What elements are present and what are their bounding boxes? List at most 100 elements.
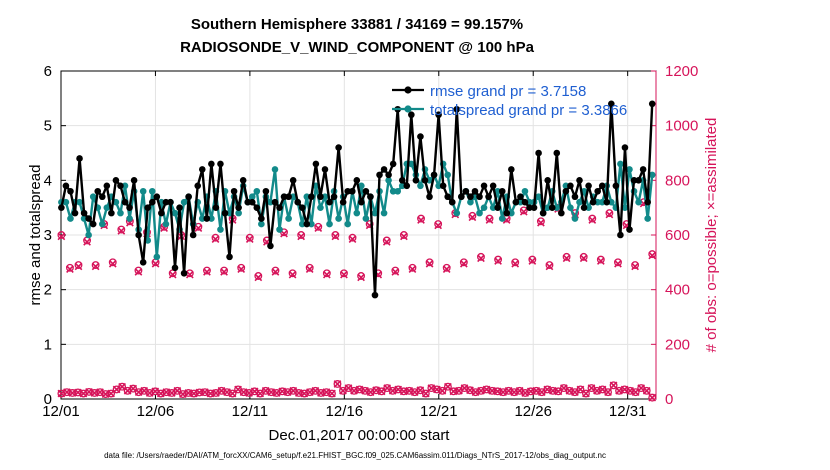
rmse-point [480,182,488,190]
obs-assimilated-marker [459,259,468,268]
obs-low-assimilated-marker [410,388,419,397]
rmse-point [539,209,547,217]
obs-assimilated-marker [562,254,571,263]
obs-assimilated-stroke [331,232,340,241]
obs-assimilated-marker [74,262,83,271]
rmse-point [62,182,70,190]
obs-assimilated-marker [400,232,408,241]
obs-low-assimilated-marker [283,388,292,397]
obs-low-assimilated-marker [499,388,507,397]
rmse-point [408,111,415,119]
obs-assimilated-stroke [305,265,314,274]
y-right-tick-label: 0 [665,391,673,408]
obs-assimilated-marker [545,262,554,271]
obs-low-assimilated-marker [212,389,220,397]
obs-assimilated-marker [134,268,143,276]
totalspread-point [435,182,442,190]
obs-low-assimilated-stroke [74,388,82,397]
obs-low-possible-marker [68,389,77,397]
rmse-point [148,198,156,206]
obs-possible-marker [399,231,408,239]
rmse-point [458,193,465,201]
rmse-point [76,155,83,162]
totalspread-point [303,193,311,201]
totalspread-point [371,209,379,217]
totalspread-point [171,209,179,217]
obs-low-assimilated-stroke [283,388,292,397]
obs-assimilated-stroke [537,218,545,227]
obs-low-assimilated-stroke [134,388,143,397]
rmse-point [312,160,320,168]
rmse-point [644,198,651,206]
obs-low-assimilated-marker [438,386,447,395]
obs-low-assimilated-stroke [526,387,535,396]
obs-low-assimilated-stroke [317,389,325,397]
totalspread-point [358,182,365,190]
rmse-point [453,105,461,113]
obs-low-assimilated-stroke [223,388,231,397]
obs-low-assimilated-marker [593,386,601,395]
rmse-point [103,182,111,190]
obs-assimilated-stroke [425,259,434,268]
obs-low-assimilated-stroke [344,384,353,392]
obs-low-assimilated-stroke [123,386,132,395]
obs-low-assimilated-marker [416,386,425,395]
obs-possible-marker [245,233,254,242]
totalspread-point [317,204,324,211]
obs-assimilated-stroke [605,210,614,219]
obs-low-assimilated-stroke [366,388,375,397]
legend: rmse grand pr = 3.7158 totalspread grand… [392,83,627,119]
totalspread-point [162,220,170,228]
obs-low-assimilated-marker [305,388,314,397]
obs-assimilated-stroke [477,254,485,263]
obs-assimilated-stroke [203,268,211,276]
obs-possible-marker [271,266,280,275]
obs-assimilated-marker [297,232,306,241]
rmse-point [180,269,188,277]
rmse-point [226,253,233,261]
obs-low-assimilated-marker [466,386,474,395]
obs-low-assimilated-stroke [626,386,635,395]
obs-possible-marker [314,222,323,231]
rmse-point [562,187,570,195]
totalspread-point [576,198,583,206]
obs-low-assimilated-stroke [129,384,138,393]
obs-low-assimilated-marker [626,386,635,395]
obs-low-assimilated-marker [598,385,607,394]
obs-low-assimilated-stroke [560,384,568,392]
rmse-point [194,182,202,190]
obs-low-assimilated-marker [642,386,651,395]
y-right-tick-label: 1200 [665,63,698,80]
obs-assimilated-marker [245,235,254,243]
obs-low-assimilated-marker [521,389,530,397]
rmse-point [412,177,420,184]
obs-assimilated-stroke [648,251,657,260]
y-right-tick-label: 400 [665,282,690,299]
obs-low-assimilated-marker [156,389,165,398]
obs-assimilated-stroke [66,265,74,274]
obs-low-assimilated-marker [615,386,623,395]
rmse-point [189,231,197,239]
obs-possible-marker [579,252,588,261]
obs-low-assimilated-stroke [554,387,563,396]
rmse-point [617,231,624,239]
totalspread-point [276,226,283,233]
obs-low-possible-marker [443,382,452,391]
obs-low-assimilated-marker [532,386,541,395]
obs-assimilated-marker [434,221,443,230]
obs-low-assimilated-stroke [195,388,204,397]
obs-assimilated-stroke [417,216,425,224]
obs-low-possible-marker [582,389,590,398]
x-tick-label: 12/01 [42,403,80,420]
obs-low-assimilated-marker [272,389,281,397]
rmse-point [426,193,433,201]
obs-possible-marker [348,233,357,242]
obs-low-assimilated-marker [587,384,596,392]
rmse-point [203,215,211,222]
obs-low-assimilated-marker [344,384,353,392]
rmse-point [585,182,592,190]
rmse-point [89,220,97,228]
obs-assimilated-marker [194,224,203,233]
obs-low-assimilated-stroke [642,386,651,395]
rmse-point [476,193,483,201]
